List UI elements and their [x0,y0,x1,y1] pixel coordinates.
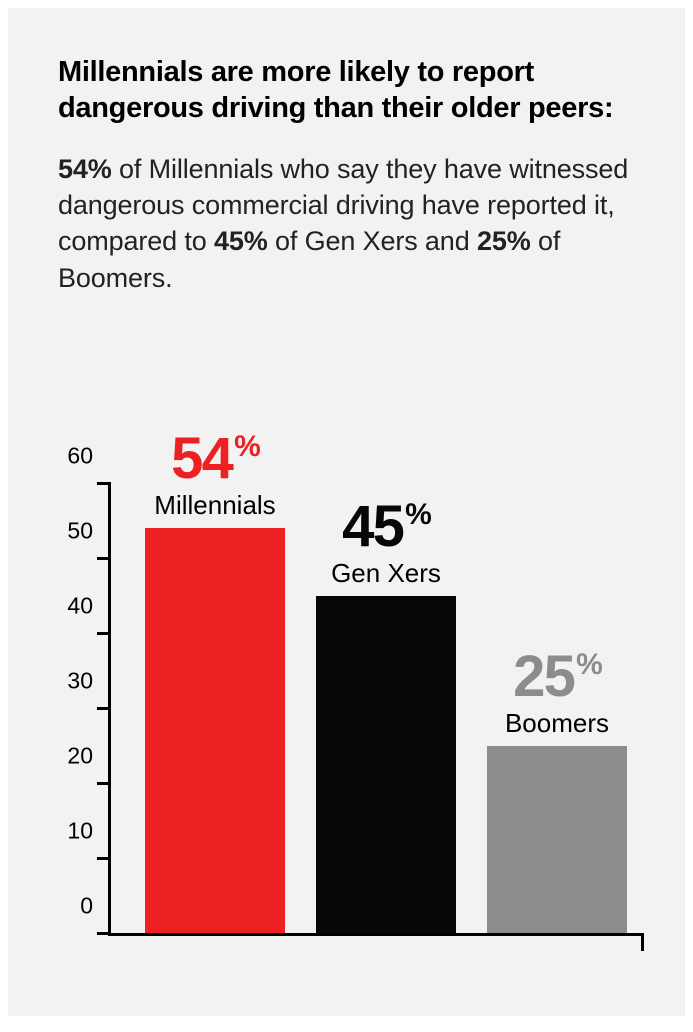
bar [145,528,285,933]
infographic-card: Millennials are more likely to report da… [8,8,685,1016]
subheading-text: 54% of Millennials who say they have wit… [58,151,635,297]
y-axis-label: 0 [53,893,93,920]
y-axis-tick [97,482,111,485]
chart-plot-area: 010203040506054%Millennials45%Gen Xers25… [108,483,641,936]
y-axis-tick [97,557,111,560]
bar-category: Boomers [457,710,657,736]
bar-value: 25 [513,648,574,706]
bar-category: Gen Xers [286,560,486,586]
bar-label: 45% Gen Xers [286,498,486,586]
y-axis-label: 10 [53,818,93,845]
percent-icon: % [576,648,603,681]
bar-label: 25% Boomers [457,648,657,736]
bar-label: 54% Millennials [115,430,315,518]
bar-chart: 0 10 20 30 40 50 60 54% Millennials 45% Gen Xers 25… [8,336,685,976]
y-axis-tick [97,782,111,785]
y-axis-tick [97,932,111,935]
heading-text: Millennials are more likely to report da… [58,54,635,127]
percent-icon: % [405,498,432,531]
bar [316,596,456,934]
y-axis-label: 50 [53,518,93,545]
bar-category: Millennials [115,492,315,518]
y-axis-tick [97,857,111,860]
y-axis-label: 20 [53,743,93,770]
bar-value: 45 [342,498,403,556]
x-axis-end-tick [641,933,644,951]
y-axis-tick [97,632,111,635]
bar [487,746,627,934]
y-axis-label: 30 [53,668,93,695]
y-axis-label: 40 [53,593,93,620]
y-axis-tick [97,707,111,710]
bar-value: 54 [171,430,232,488]
y-axis-label: 60 [53,443,93,470]
percent-icon: % [234,430,261,463]
